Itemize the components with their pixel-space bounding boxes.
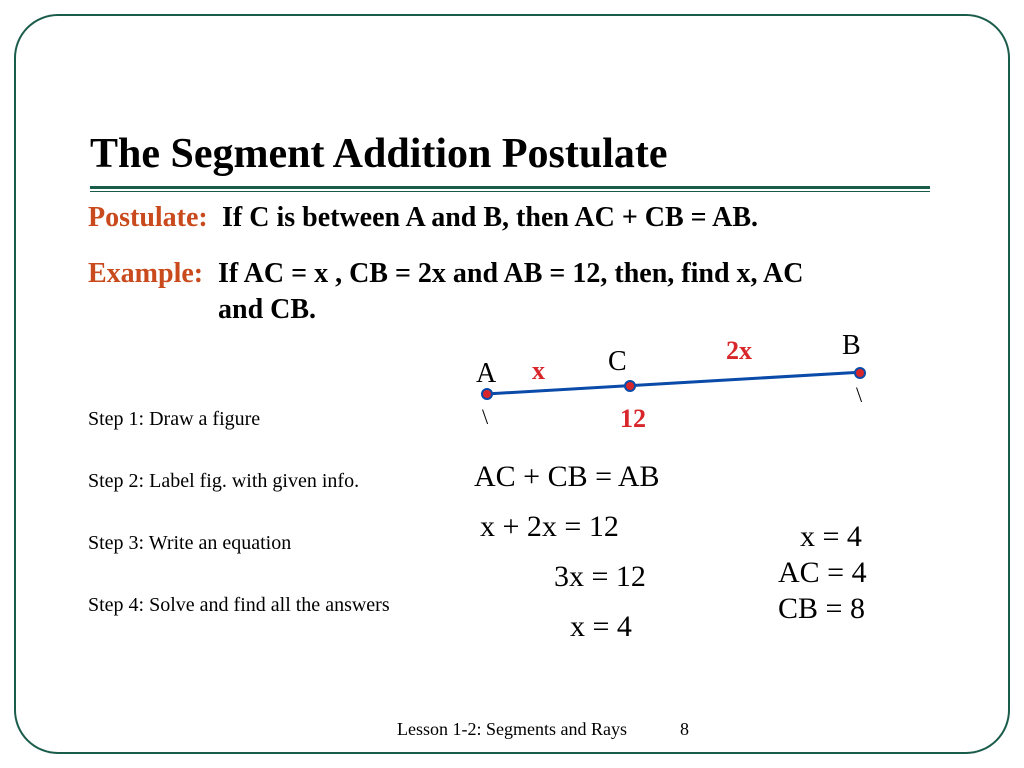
example-label: Example:	[88, 258, 203, 290]
diagram-point-b-label: B	[842, 330, 861, 362]
footer-text: Lesson 1-2: Segments and Rays	[0, 719, 1024, 740]
diagram-2x-label: 2x	[726, 336, 752, 366]
answer-cb: CB = 8	[778, 592, 865, 626]
step-3: Step 3: Write an equation	[88, 532, 291, 555]
step-4: Step 4: Solve and find all the answers	[88, 594, 390, 617]
point-a	[482, 389, 492, 399]
answer-ac: AC = 4	[778, 556, 867, 590]
slide-content: The Segment Addition Postulate Postulate…	[0, 0, 1024, 768]
example-text-line2: and CB.	[218, 294, 316, 326]
diagram-x-label: x	[532, 356, 545, 386]
step-2: Step 2: Label fig. with given info.	[88, 470, 359, 493]
postulate-text: If C is between A and B, then AC + CB = …	[222, 202, 758, 234]
tick-right: \	[856, 382, 862, 408]
tick-left: \	[482, 404, 488, 430]
diagram-12-label: 12	[620, 404, 646, 434]
page-number: 8	[680, 719, 689, 740]
slide-title: The Segment Addition Postulate	[90, 130, 668, 178]
equation-2: x + 2x = 12	[480, 510, 619, 544]
diagram-point-a-label: A	[476, 358, 496, 390]
point-b	[855, 368, 865, 378]
answer-x: x = 4	[800, 520, 862, 554]
step-1: Step 1: Draw a figure	[88, 408, 260, 431]
diagram-svg	[0, 0, 1024, 768]
diagram-point-c-label: C	[608, 346, 627, 378]
equation-3: 3x = 12	[554, 560, 646, 594]
equation-4: x = 4	[570, 610, 632, 644]
point-c	[625, 381, 635, 391]
example-text-line1: If AC = x , CB = 2x and AB = 12, then, f…	[218, 258, 803, 290]
title-underline	[90, 186, 930, 192]
postulate-label: Postulate:	[88, 202, 208, 234]
equation-1: AC + CB = AB	[474, 460, 660, 494]
